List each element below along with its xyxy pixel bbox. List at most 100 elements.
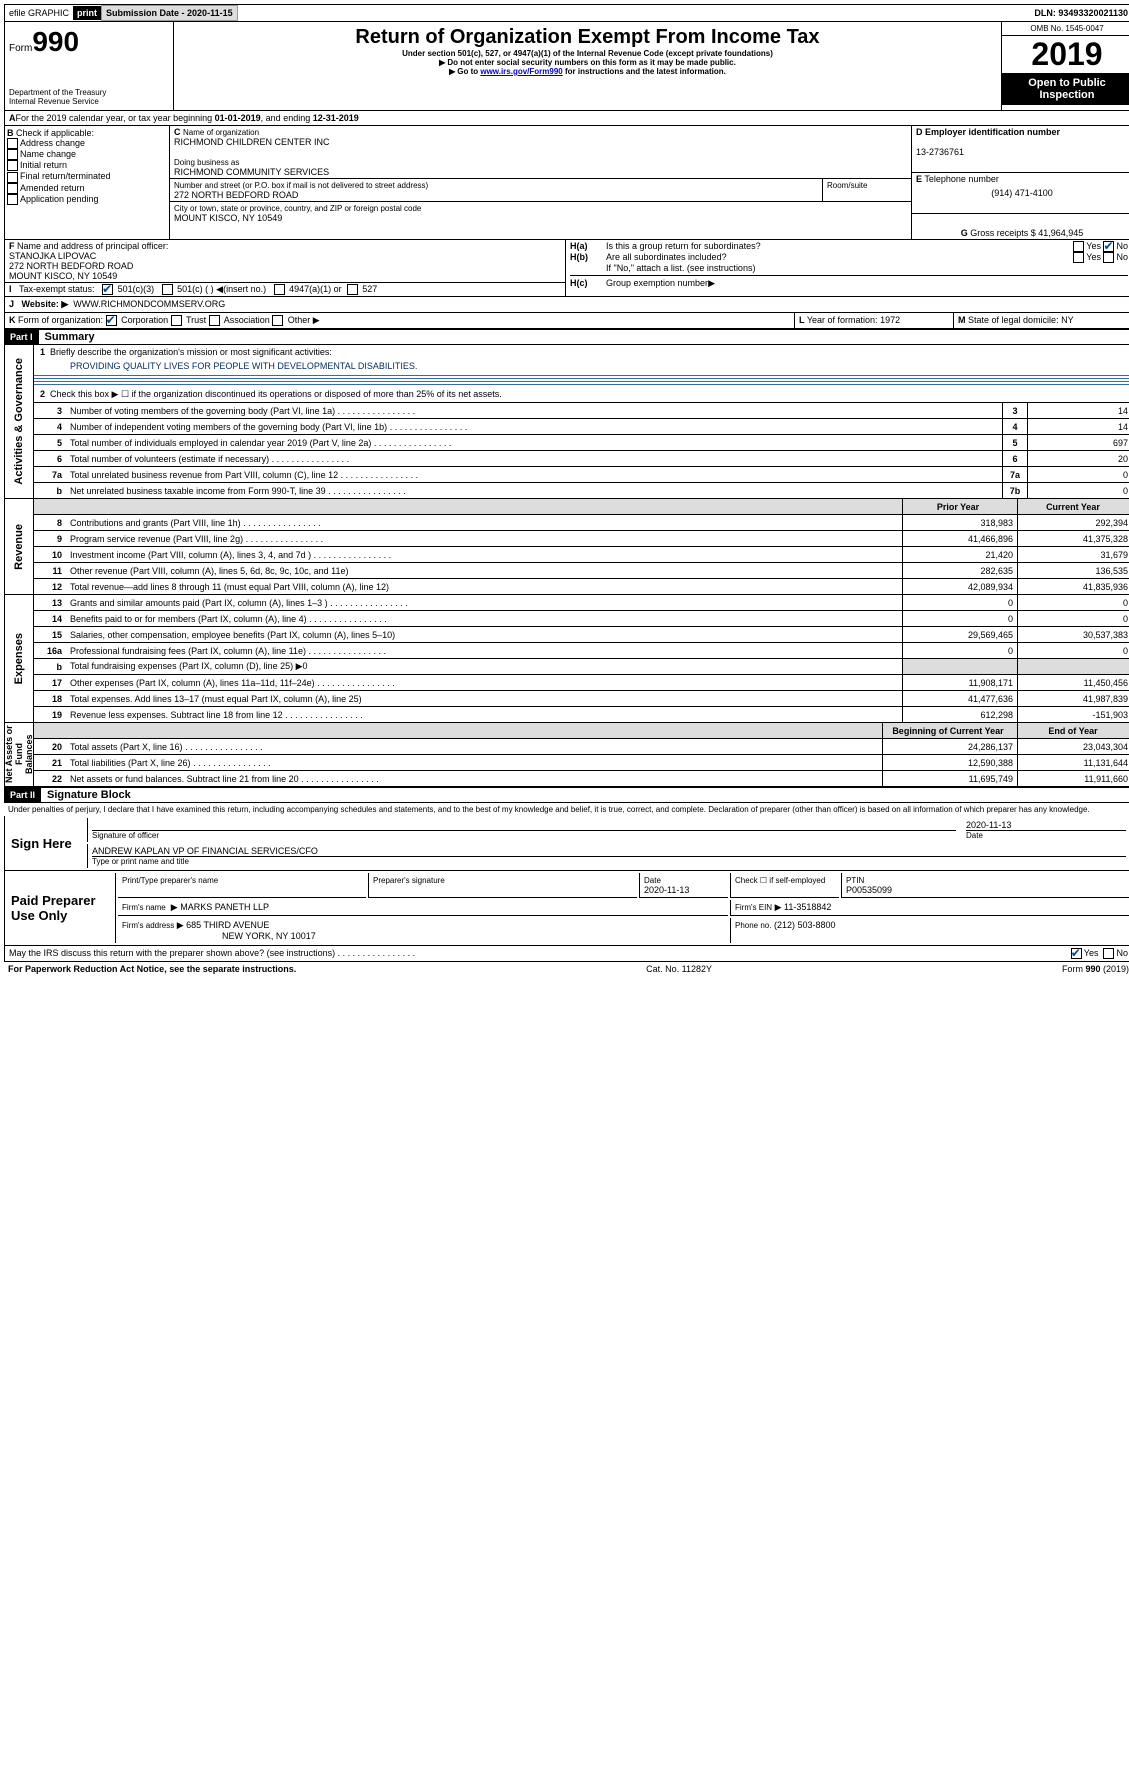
check-name-change[interactable] [7, 149, 18, 160]
vlabel-revenue: Revenue [13, 524, 25, 570]
check-501c[interactable] [162, 284, 173, 295]
line22-desc: Net assets or fund balances. Subtract li… [68, 773, 882, 785]
line13-prior: 0 [902, 595, 1017, 610]
firm-addr-label: Firm's address [122, 921, 174, 930]
line16b-desc: Total fundraising expenses (Part IX, col… [68, 660, 902, 673]
box-d: D Employer identification number13-27367… [912, 126, 1129, 173]
line5-val: 697 [1027, 435, 1129, 450]
line11-curr: 136,535 [1017, 563, 1129, 578]
col-end: End of Year [1017, 723, 1129, 738]
signer-name-label: Type or print name and title [92, 857, 1126, 866]
line7a-desc: Total unrelated business revenue from Pa… [68, 469, 1002, 481]
hb-yes[interactable] [1073, 252, 1084, 263]
check-initial-return[interactable] [7, 160, 18, 171]
line4-desc: Number of independent voting members of … [68, 421, 1002, 433]
discuss-text: May the IRS discuss this return with the… [9, 948, 1071, 959]
line16a-desc: Professional fundraising fees (Part IX, … [68, 645, 902, 657]
line13-desc: Grants and similar amounts paid (Part IX… [68, 597, 902, 609]
discuss-row: May the IRS discuss this return with the… [4, 946, 1129, 962]
line20-end: 23,043,304 [1017, 739, 1129, 754]
sign-date: 2020-11-13 [966, 820, 1126, 831]
q1-label: Briefly describe the organization's miss… [50, 347, 332, 357]
entity-box: B Check if applicable: Address change Na… [4, 126, 1129, 240]
hb-no[interactable] [1103, 252, 1114, 263]
part1-header: Part I [4, 330, 39, 344]
tax-exempt-status: I Tax-exempt status: 501(c)(3) 501(c) ( … [5, 283, 565, 296]
box-c-addr: Number and street (or P.O. box if mail i… [170, 179, 822, 201]
line19-prior: 612,298 [902, 707, 1017, 722]
check-address-change[interactable] [7, 138, 18, 149]
section-governance: Activities & Governance 1 Briefly descri… [4, 345, 1129, 499]
line7b-desc: Net unrelated business taxable income fr… [68, 485, 1002, 497]
col-prior: Prior Year [902, 499, 1017, 514]
line13-curr: 0 [1017, 595, 1129, 610]
perjury-text: Under penalties of perjury, I declare th… [4, 803, 1129, 816]
part1-bar: Part I Summary [4, 329, 1129, 345]
box-f: F Name and address of principal officer:… [5, 240, 565, 283]
part2-bar: Part II Signature Block [4, 787, 1129, 803]
firm-ein: 11-3518842 [784, 902, 831, 912]
firm-phone-label: Phone no. [735, 921, 771, 930]
line9-desc: Program service revenue (Part VIII, line… [68, 533, 902, 545]
firm-ein-label: Firm's EIN [735, 903, 772, 912]
sign-date-label: Date [966, 831, 1126, 840]
ha-yes[interactable] [1073, 241, 1084, 252]
check-corp[interactable] [106, 315, 117, 326]
form-header: Form990 Department of the TreasuryIntern… [4, 22, 1129, 111]
check-4947[interactable] [274, 284, 285, 295]
cat-no: Cat. No. 11282Y [646, 964, 712, 974]
line17-curr: 11,450,456 [1017, 675, 1129, 690]
line3-desc: Number of voting members of the governin… [68, 405, 1002, 417]
line11-desc: Other revenue (Part VIII, column (A), li… [68, 565, 902, 577]
print-button[interactable]: print [73, 6, 101, 20]
box-g: G Gross receipts $ 41,964,945 [912, 214, 1129, 239]
check-501c3[interactable] [102, 284, 113, 295]
check-trust[interactable] [171, 315, 182, 326]
check-final-return[interactable] [7, 172, 18, 183]
submission-date: Submission Date - 2020-11-15 [101, 5, 238, 21]
ha-no[interactable] [1103, 241, 1114, 252]
line15-curr: 30,537,383 [1017, 627, 1129, 642]
prep-name-label: Print/Type preparer's name [122, 876, 218, 885]
vlabel-expenses: Expenses [13, 633, 25, 684]
form-title: Return of Organization Exempt From Incom… [178, 26, 997, 49]
check-assoc[interactable] [209, 315, 220, 326]
check-app-pending[interactable] [7, 194, 18, 205]
room-suite: Room/suite [822, 179, 911, 201]
section-revenue: Revenue Prior YearCurrent Year 8Contribu… [4, 499, 1129, 595]
box-b: B Check if applicable: Address change Na… [5, 126, 170, 239]
irs-link[interactable]: www.irs.gov/Form990 [480, 67, 562, 76]
sign-here-label: Sign Here [7, 818, 85, 868]
form-word: Form [9, 43, 32, 54]
paid-preparer-table: Paid Preparer Use Only Print/Type prepar… [4, 871, 1129, 946]
line12-desc: Total revenue—add lines 8 through 11 (mu… [68, 581, 902, 593]
mission-text: PROVIDING QUALITY LIVES FOR PEOPLE WITH … [34, 359, 1129, 373]
check-other[interactable] [272, 315, 283, 326]
form-number: 990 [32, 26, 79, 57]
line6-val: 20 [1027, 451, 1129, 466]
sig-officer-label: Signature of officer [92, 831, 956, 840]
section-netassets: Net Assets orFund Balances Beginning of … [4, 723, 1129, 787]
ptin-value: P00535099 [846, 885, 892, 895]
line21-begin: 12,590,388 [882, 755, 1017, 770]
prep-date: 2020-11-13 [644, 885, 689, 895]
vlabel-governance: Activities & Governance [13, 358, 25, 485]
line8-desc: Contributions and grants (Part VIII, lin… [68, 517, 902, 529]
line22-end: 11,911,660 [1017, 771, 1129, 786]
discuss-yes[interactable] [1071, 948, 1082, 959]
line12-prior: 42,089,934 [902, 579, 1017, 594]
check-527[interactable] [347, 284, 358, 295]
line14-curr: 0 [1017, 611, 1129, 626]
page-footer: For Paperwork Reduction Act Notice, see … [4, 962, 1129, 976]
check-amended[interactable] [7, 183, 18, 194]
officer-group-row: F Name and address of principal officer:… [4, 240, 1129, 297]
open-public-badge: Open to Public Inspection [1002, 73, 1129, 105]
line18-desc: Total expenses. Add lines 13–17 (must eq… [68, 693, 902, 705]
line17-desc: Other expenses (Part IX, column (A), lin… [68, 677, 902, 689]
discuss-no[interactable] [1103, 948, 1114, 959]
box-c-city: City or town, state or province, country… [170, 202, 911, 224]
line11-prior: 282,635 [902, 563, 1017, 578]
line9-prior: 41,466,896 [902, 531, 1017, 546]
part1-title: Summary [39, 331, 95, 343]
box-e: E Telephone number(914) 471-4100 [912, 173, 1129, 214]
